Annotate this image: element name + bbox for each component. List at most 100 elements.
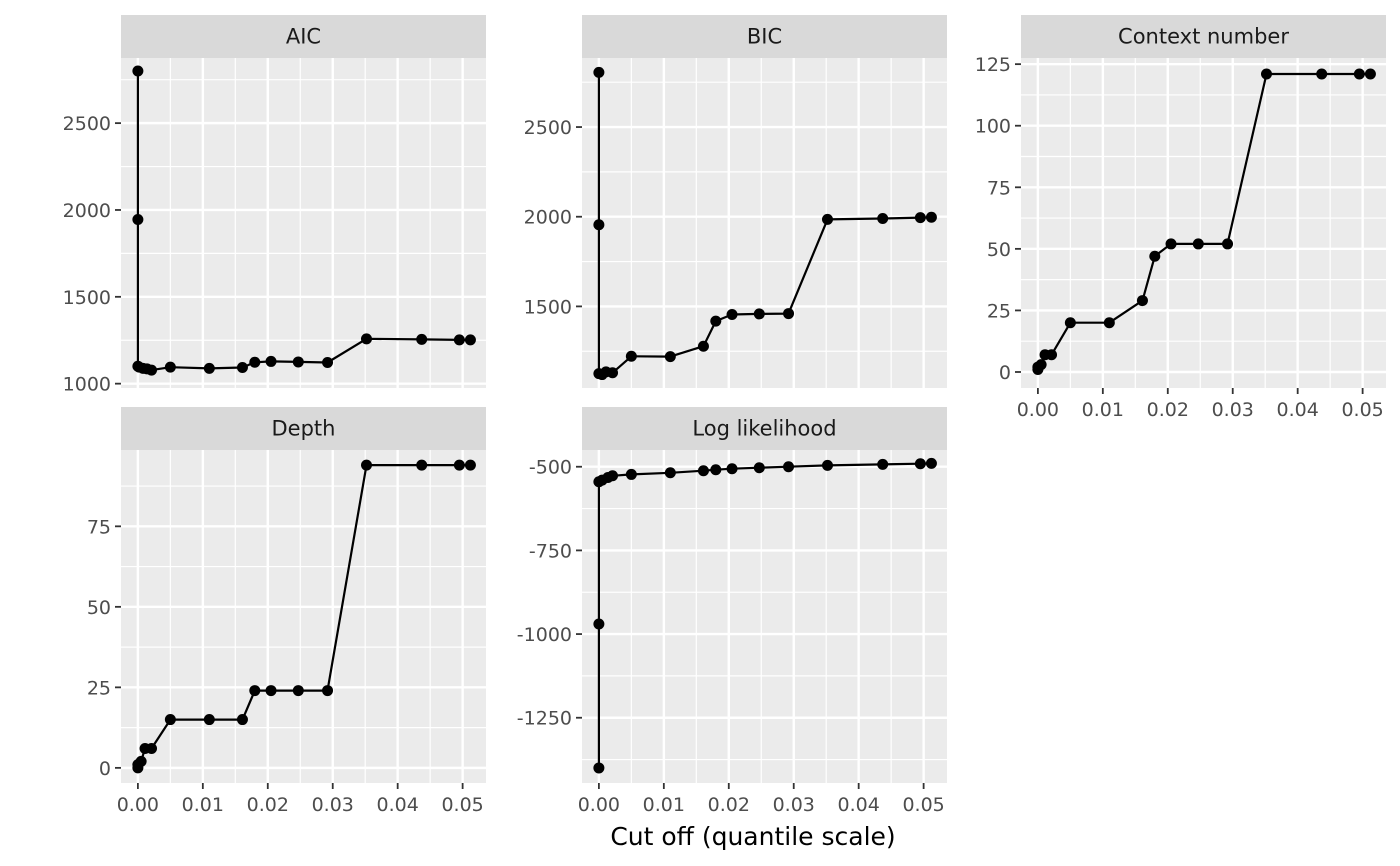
data-point <box>726 308 738 320</box>
data-point <box>464 334 476 346</box>
panel-background <box>582 58 947 388</box>
data-point <box>1364 68 1376 80</box>
data-point <box>821 459 833 471</box>
data-point <box>1064 317 1076 329</box>
x-tick-label: 0.01 <box>643 794 685 816</box>
data-point <box>203 362 215 374</box>
x-tick-label: 0.04 <box>377 794 419 816</box>
x-tick-label: 0.03 <box>312 794 354 816</box>
panel-title: AIC <box>286 25 321 49</box>
data-point <box>132 65 144 77</box>
x-tick-label: 0.01 <box>182 794 224 816</box>
x-tick-label: 0.03 <box>1212 399 1254 421</box>
panel-background <box>121 450 486 783</box>
data-point <box>625 350 637 362</box>
panel-strip <box>121 407 486 450</box>
data-point <box>593 219 605 231</box>
panel-title: BIC <box>747 25 782 49</box>
data-point <box>249 356 261 368</box>
x-axis-title: Cut off (quantile scale) <box>610 822 895 851</box>
data-point <box>925 457 937 469</box>
series-line <box>136 464 471 768</box>
panel-depth: Depth 0 25 50 75 0.00 0.01 0.02 0.03 0.04 0.05 <box>87 407 486 816</box>
data-point <box>877 458 889 470</box>
data-point <box>877 213 889 225</box>
panel-strip <box>582 15 947 58</box>
data-point <box>1136 295 1148 307</box>
data-point <box>593 66 605 78</box>
data-point <box>607 470 619 482</box>
data-point <box>322 356 334 368</box>
panel-background <box>121 58 486 388</box>
y-tick-label: 2500 <box>63 113 111 135</box>
y-tick-label: -1000 <box>517 624 572 646</box>
y-tick-label: 1500 <box>524 296 572 318</box>
data-point <box>1316 68 1328 80</box>
gridlines <box>121 450 486 783</box>
x-tick-label: 0.01 <box>1082 399 1124 421</box>
data-point <box>146 743 158 755</box>
panel-strip <box>1021 15 1386 58</box>
data-point <box>292 356 304 368</box>
data-point <box>265 685 277 697</box>
x-tick-label: 0.00 <box>578 794 620 816</box>
data-point <box>360 333 372 345</box>
x-tick-label: 0.04 <box>1277 399 1319 421</box>
data-point <box>664 467 676 479</box>
data-point <box>753 462 765 474</box>
panel-loglik: Log likelihood -1250 -1000 -750 -500 0.00 0.01… <box>517 407 947 816</box>
data-point <box>1222 238 1234 250</box>
x-tick-label: 0.00 <box>1017 399 1059 421</box>
y-tick-label: 2000 <box>524 207 572 229</box>
y-tick-label: 75 <box>87 516 111 538</box>
x-tick-label: 0.02 <box>247 794 289 816</box>
data-point <box>265 355 277 367</box>
data-point <box>135 755 147 767</box>
data-point <box>726 463 738 475</box>
y-tick-label: 75 <box>987 177 1011 199</box>
data-point <box>783 461 795 473</box>
y-tick-label: -1250 <box>517 708 572 730</box>
panel-title: Log likelihood <box>692 417 836 441</box>
data-point <box>453 334 465 346</box>
y-tick-label: 50 <box>87 597 111 619</box>
data-point <box>607 367 619 379</box>
data-point <box>132 214 144 226</box>
data-point <box>593 618 605 630</box>
x-tick-label: 0.03 <box>773 794 815 816</box>
y-tick-label: -500 <box>529 457 572 479</box>
panel-strip <box>582 407 947 450</box>
chart-panels: AIC1000150020002500BIC150020002500Contex… <box>63 15 1386 816</box>
data-point <box>1046 349 1058 361</box>
data-point <box>322 685 334 697</box>
x-tick-label: 0.05 <box>902 794 944 816</box>
data-point <box>710 315 722 327</box>
panel-background <box>1021 58 1386 388</box>
data-point <box>236 714 248 726</box>
data-point <box>783 308 795 320</box>
data-point <box>292 685 304 697</box>
gridlines <box>1021 58 1386 388</box>
data-point <box>753 308 765 320</box>
data-point <box>1192 238 1204 250</box>
data-point <box>203 714 215 726</box>
y-tick-label: 25 <box>987 300 1011 322</box>
y-tick-label: 50 <box>987 239 1011 261</box>
data-point <box>453 459 465 471</box>
data-point <box>625 468 637 480</box>
data-point <box>164 714 176 726</box>
data-point <box>164 361 176 373</box>
y-tick-label: 0 <box>999 362 1011 384</box>
y-tick-label: 125 <box>975 54 1011 76</box>
x-tick-label: 0.05 <box>441 794 483 816</box>
y-tick-label: 1500 <box>63 287 111 309</box>
data-point <box>914 458 926 470</box>
data-point <box>593 762 605 774</box>
data-point <box>697 465 709 477</box>
y-tick-label: 100 <box>975 116 1011 138</box>
y-tick-label: 0 <box>99 758 111 780</box>
data-point <box>1035 359 1047 371</box>
data-point <box>1165 238 1177 250</box>
panel-context: Context number 0 25 50 75 100 125 0.00 0.01 0.02 0… <box>975 15 1386 421</box>
panel-strip <box>121 15 486 58</box>
